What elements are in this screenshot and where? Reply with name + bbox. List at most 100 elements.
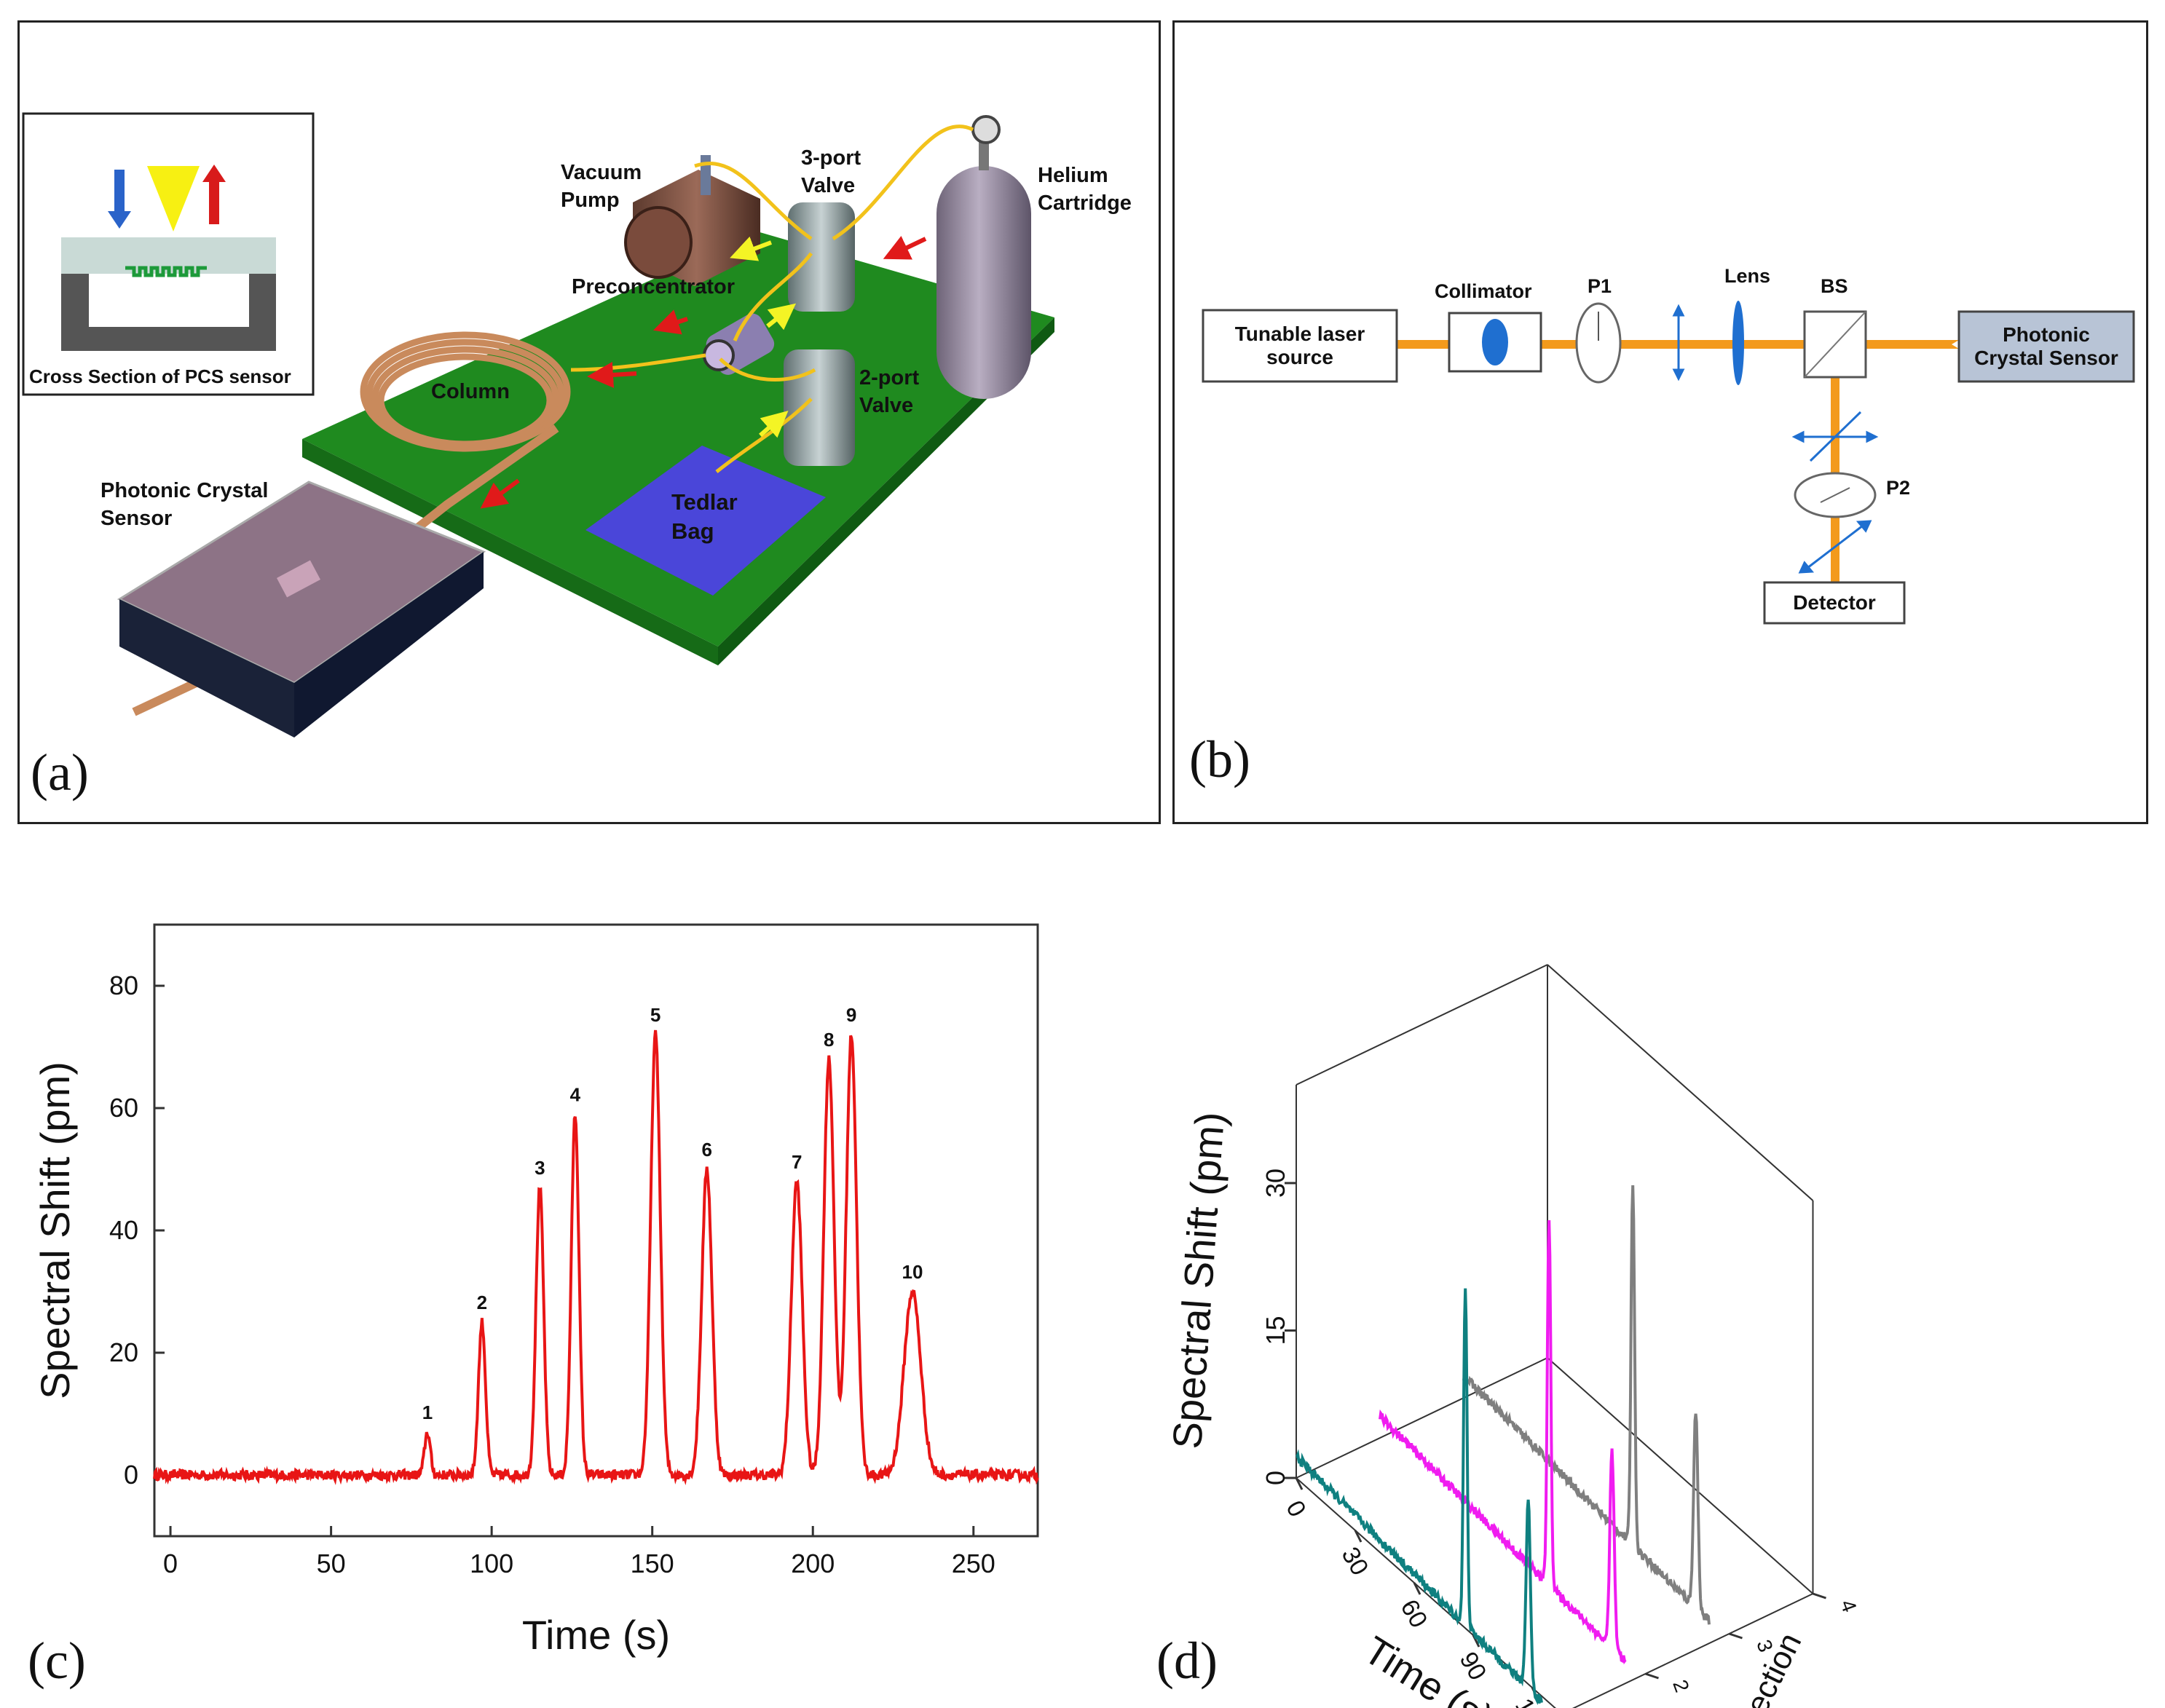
column-coil <box>360 331 571 452</box>
label-p2: P2 <box>1886 477 1911 499</box>
peak-label-7: 7 <box>792 1151 802 1173</box>
panel-c-tag: (c) <box>28 1632 86 1690</box>
vacuum-pump-post <box>701 155 711 195</box>
label-p1: P1 <box>1588 275 1612 297</box>
y-tick-label: 30 <box>1261 1169 1290 1198</box>
inset-caption: Cross Section of PCS sensor <box>29 365 291 387</box>
axis-frame-line <box>1572 1593 1813 1708</box>
x-tick-label: 0 <box>1280 1496 1311 1522</box>
label-photonic-crystal-sensor: Photonic Crystal Sensor <box>100 479 269 530</box>
board-top <box>302 232 1054 647</box>
panel-b-tag: (b) <box>1189 730 1250 788</box>
label-detector: Detector <box>1793 591 1876 614</box>
x-tick-label: 30 <box>1336 1543 1374 1581</box>
x-tick-label: 50 <box>317 1549 346 1578</box>
p2-axis <box>1820 487 1850 503</box>
polarization-indicator-3 <box>1798 520 1872 574</box>
label-lens: Lens <box>1724 265 1771 287</box>
vacuum-pump-end <box>624 206 693 279</box>
p1-polarizer <box>1575 302 1622 384</box>
y-tick-label: 20 <box>109 1337 138 1367</box>
x-tick-label: 100 <box>470 1549 513 1578</box>
x-tick <box>1295 1477 1304 1490</box>
inset-blue-arrowhead <box>108 211 131 229</box>
x-tick-label: 200 <box>791 1549 835 1578</box>
panel-a-tag: (a) <box>31 743 89 802</box>
peak-label-6: 6 <box>701 1139 711 1161</box>
panel-d-chart: 0153003060901201234Time (s)Spectral Shif… <box>1164 964 1861 1708</box>
beam-splitter-diagonal <box>1804 311 1866 378</box>
axis-frame-line <box>1547 1357 1814 1594</box>
label-tunable-laser: Tunable laser source <box>1234 323 1365 368</box>
flow-arrows <box>480 236 927 509</box>
y-tick-label: 0 <box>124 1460 138 1490</box>
tedlar-bag <box>585 446 826 596</box>
panel-b-frame <box>1172 20 2148 824</box>
label-tedlar-bag: Tedlar Bag <box>671 489 738 544</box>
z-tick <box>1813 1592 1826 1600</box>
x-tick <box>1413 1582 1421 1595</box>
peak-label-3: 3 <box>535 1157 545 1179</box>
pcs-block-side <box>294 552 484 738</box>
y-tick-label: 0 <box>1261 1471 1290 1485</box>
series-line-chromatogram <box>153 1029 1039 1486</box>
label-3-port-valve: 3-port Valve <box>801 146 861 197</box>
panel-a-frame <box>17 20 1161 824</box>
axis-frame-line <box>1296 964 1548 1086</box>
peak-label-8: 8 <box>824 1029 834 1051</box>
lens-element <box>1732 301 1744 385</box>
sensor-box <box>1957 310 2135 383</box>
peak-label-10: 10 <box>902 1261 923 1283</box>
polarization-indicator-2 <box>1791 411 1879 462</box>
x-axis-label: Time (s) <box>522 1612 670 1658</box>
z-tick <box>1645 1672 1659 1680</box>
helium-gauge <box>971 115 1001 144</box>
plot-frame <box>153 923 1039 1538</box>
x-tick-label: 250 <box>952 1549 995 1578</box>
z-tick-label: 4 <box>1836 1597 1861 1615</box>
x-tick-label: 60 <box>1395 1595 1433 1633</box>
label-bs: BS <box>1821 275 1848 297</box>
peak-label-9: 9 <box>846 1004 856 1026</box>
y-axis-label: Spectral Shift (pm) <box>32 1061 78 1399</box>
panel-a-illustration <box>22 112 1054 738</box>
series-line-injection-3 <box>1462 1185 1711 1625</box>
y-tick-label: 15 <box>1261 1316 1290 1345</box>
inset-cavity <box>89 273 249 327</box>
z-tick-label: 2 <box>1668 1677 1693 1695</box>
peak-label-1: 1 <box>422 1401 433 1423</box>
x-tick <box>1354 1530 1363 1543</box>
x-tick-label: 150 <box>631 1549 674 1578</box>
y-tick-label: 40 <box>109 1215 138 1245</box>
label-collimator: Collimator <box>1435 280 1532 302</box>
helium-valve-stem <box>979 137 989 170</box>
y-axis-label: Spectral Shift (pm) <box>1164 1110 1233 1450</box>
peak-label-2: 2 <box>477 1292 487 1313</box>
pcs-block-front <box>119 599 294 738</box>
tubing <box>570 124 974 473</box>
pcs-chip-pattern <box>277 560 320 598</box>
panel-b-diagram <box>1202 301 2135 625</box>
label-vacuum-pump: Vacuum Pump <box>561 161 642 212</box>
two-port-valve <box>784 349 855 466</box>
polarization-indicator-1 <box>1672 304 1685 381</box>
label-2-port-valve: 2-port Valve <box>859 366 920 417</box>
three-port-valve <box>788 202 855 312</box>
panel-c-chart: 0 50 100 150 200 250 0 20 40 60 80 Time (s) Spectral… <box>32 923 1039 1658</box>
board-side <box>718 317 1054 665</box>
y-tick-label: 60 <box>109 1093 138 1123</box>
label-helium-cartridge: Helium Cartridge <box>1038 164 1132 215</box>
laser-box <box>1202 309 1398 383</box>
board-front <box>302 439 718 665</box>
axis-frame-line <box>1547 964 1814 1201</box>
helium-cartridge <box>936 166 1031 399</box>
z-tick <box>1729 1632 1743 1640</box>
detector-box <box>1763 581 1906 625</box>
series-line-injection-1 <box>1296 1288 1543 1706</box>
label-column: Column <box>431 380 510 403</box>
peak-label-4: 4 <box>570 1083 581 1105</box>
inset-red-arrowhead <box>202 165 226 182</box>
y-tick-label: 80 <box>109 970 138 1000</box>
collimator-lens <box>1482 319 1508 365</box>
label-photonic-crystal-sensor-b: Photonic Crystal Sensor <box>1974 323 2118 369</box>
